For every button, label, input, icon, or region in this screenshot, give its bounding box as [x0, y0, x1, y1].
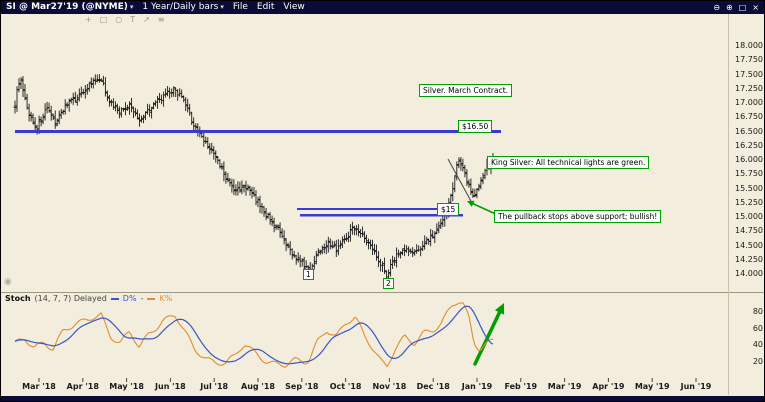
close-icon[interactable]: × — [752, 3, 759, 12]
watermark-icon: ◉ — [4, 277, 12, 287]
zoom-in-icon[interactable]: ⊕ — [726, 3, 733, 12]
window-controls: ⊖ ⊕ □ × — [713, 1, 759, 14]
annotation-marker-2[interactable]: 2 — [383, 278, 394, 289]
symbol-caret-icon: ▾ — [129, 3, 134, 11]
trendline-tool-icon[interactable]: ↗ — [143, 15, 150, 24]
crosshair-tool-icon[interactable]: + — [85, 15, 92, 24]
annotation-marker-1[interactable]: 1 — [303, 269, 314, 280]
zoom-out-icon[interactable]: ⊖ — [713, 3, 721, 12]
timeframe-label: 1 Year/Daily bars — [142, 2, 219, 12]
bottom-status-bar — [1, 396, 764, 401]
k-line-swatch-icon — [147, 297, 156, 300]
annotation-price-15[interactable]: $15 — [437, 203, 460, 216]
rectangle-tool-icon[interactable]: □ — [99, 15, 108, 24]
timeframe-caret-icon: ▾ — [220, 3, 224, 11]
stoch-panel-header: Stoch (14, 7, 7) Delayed D% - K% — [5, 294, 172, 303]
text-tool-icon[interactable]: T — [130, 15, 136, 24]
menu-icon[interactable]: ≡ — [157, 15, 165, 24]
titlebar: SI @ Mar27'19 (@NYME) ▾ 1 Year/Daily bars… — [1, 1, 764, 14]
menu-view[interactable]: View — [283, 2, 305, 12]
annotation-price-1650[interactable]: $16.50 — [458, 120, 493, 133]
symbol-selector[interactable]: SI @ Mar27'19 (@NYME) ▾ — [6, 1, 133, 14]
annotation-contract[interactable]: Silver. March Contract. — [419, 84, 513, 97]
legend-d-percent[interactable]: D% — [122, 294, 137, 303]
annotation-king-silver[interactable]: King Silver: All technical lights are gr… — [487, 156, 650, 169]
drawing-toolbar: + □ ○ T ↗ ≡ — [85, 15, 165, 24]
chart-canvas[interactable]: + □ ○ T ↗ ≡ Silver. March Contract. $16.… — [1, 14, 765, 402]
menu-file[interactable]: File — [232, 2, 248, 12]
symbol-label: SI @ Mar27'19 (@NYME) — [6, 2, 128, 12]
stoch-name: Stoch — [5, 294, 31, 303]
annotation-pullback[interactable]: The pullback stops above support; bullis… — [494, 210, 662, 223]
timeframe-selector[interactable]: 1 Year/Daily bars ▾ — [142, 1, 223, 14]
menu-edit[interactable]: Edit — [256, 2, 275, 12]
legend-separator: - — [140, 294, 144, 303]
d-line-swatch-icon — [110, 297, 119, 300]
stoch-params: (14, 7, 7) Delayed — [34, 294, 107, 303]
ellipse-tool-icon[interactable]: ○ — [115, 15, 123, 24]
chart-svg[interactable] — [1, 14, 765, 402]
legend-k-percent[interactable]: K% — [159, 294, 173, 303]
maximize-icon[interactable]: □ — [738, 3, 747, 12]
